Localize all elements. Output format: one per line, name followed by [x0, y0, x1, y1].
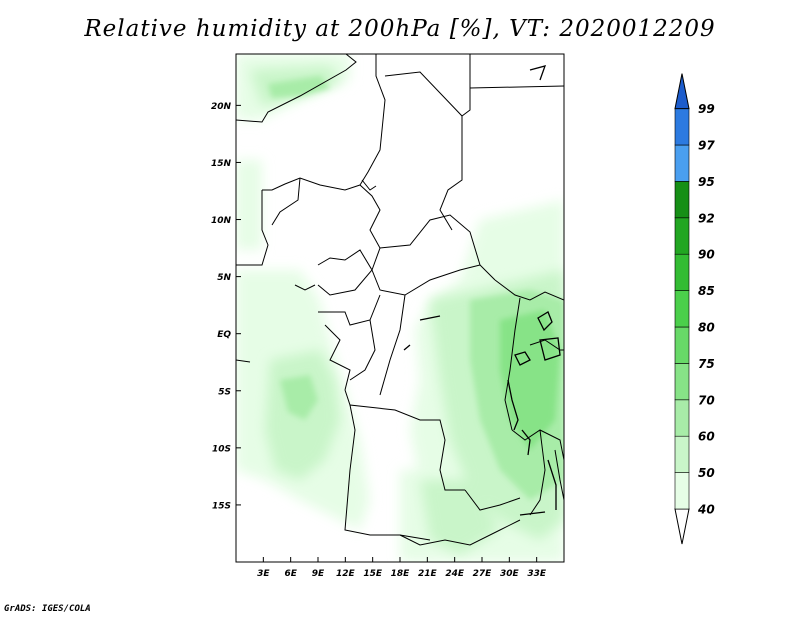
lon-tick-label: 9E	[312, 569, 325, 579]
lon-tick-label: 18E	[391, 569, 411, 579]
colorbar-segment	[674, 108, 690, 146]
grads-credit: GrADS: IGES/COLA	[4, 604, 91, 614]
lon-tick-label: 33E	[527, 569, 547, 579]
colorbar-segment	[674, 326, 690, 364]
lat-tick-label: 10S	[212, 444, 231, 454]
colorbar-label: 85	[698, 284, 715, 298]
colorbar-segment	[674, 472, 690, 510]
lon-tick-label: 30E	[500, 569, 520, 579]
colorbar-segment	[674, 399, 690, 437]
colorbar-label: 92	[698, 211, 715, 225]
colorbar-segment	[674, 435, 690, 473]
lat-tick-label: 10N	[211, 216, 232, 226]
lat-tick-label: 5S	[218, 387, 231, 397]
lakes	[403, 65, 561, 516]
colorbar-segment	[674, 181, 690, 219]
colorbar-legend: 40 50 60 70 75 80 85 90 92 95 97 99	[674, 73, 715, 545]
colorbar-label: 90	[698, 248, 715, 262]
lon-tick-label: 27E	[473, 569, 493, 579]
colorbar-segment	[674, 363, 690, 401]
lat-tick-label: EQ	[217, 330, 231, 340]
colorbar-label: 50	[698, 466, 715, 480]
colorbar-segment	[674, 144, 690, 182]
colorbar-label: 40	[697, 503, 715, 517]
lon-tick-label: 6E	[284, 569, 297, 579]
country-borders	[236, 54, 564, 546]
map-title: Relative humidity at 200hPa [%], VT: 202…	[84, 16, 716, 42]
lon-tick-label: 3E	[257, 569, 270, 579]
colorbar-segment	[674, 253, 690, 291]
lat-tick-label: 20N	[211, 102, 232, 112]
lat-tick-label: 15N	[211, 159, 232, 169]
colorbar-min-triangle	[674, 508, 690, 545]
colorbar-label: 70	[698, 393, 715, 407]
humidity-shading	[236, 54, 564, 562]
colorbar-segment	[674, 290, 690, 328]
colorbar-label: 99	[698, 102, 715, 116]
colorbar-max-triangle	[674, 73, 690, 110]
lat-tick-label: 15S	[212, 501, 231, 511]
lon-tick-label: 15E	[363, 569, 383, 579]
lon-tick-label: 21E	[418, 569, 438, 579]
colorbar-label: 97	[698, 139, 715, 153]
colorbar-label: 60	[698, 430, 715, 444]
colorbar-label: 95	[698, 175, 715, 189]
colorbar-segment	[674, 217, 690, 255]
lon-tick-label: 24E	[445, 569, 465, 579]
colorbar-label: 80	[698, 321, 715, 335]
lat-tick-label: 5N	[217, 273, 231, 283]
lon-tick-label: 12E	[336, 569, 356, 579]
colorbar-label: 75	[698, 357, 715, 371]
axis-labels: 20N 15N 10N 5N EQ 5S 10S 15S 3E 6E 9E 12E 15E 18E 21E 2…	[211, 102, 547, 579]
